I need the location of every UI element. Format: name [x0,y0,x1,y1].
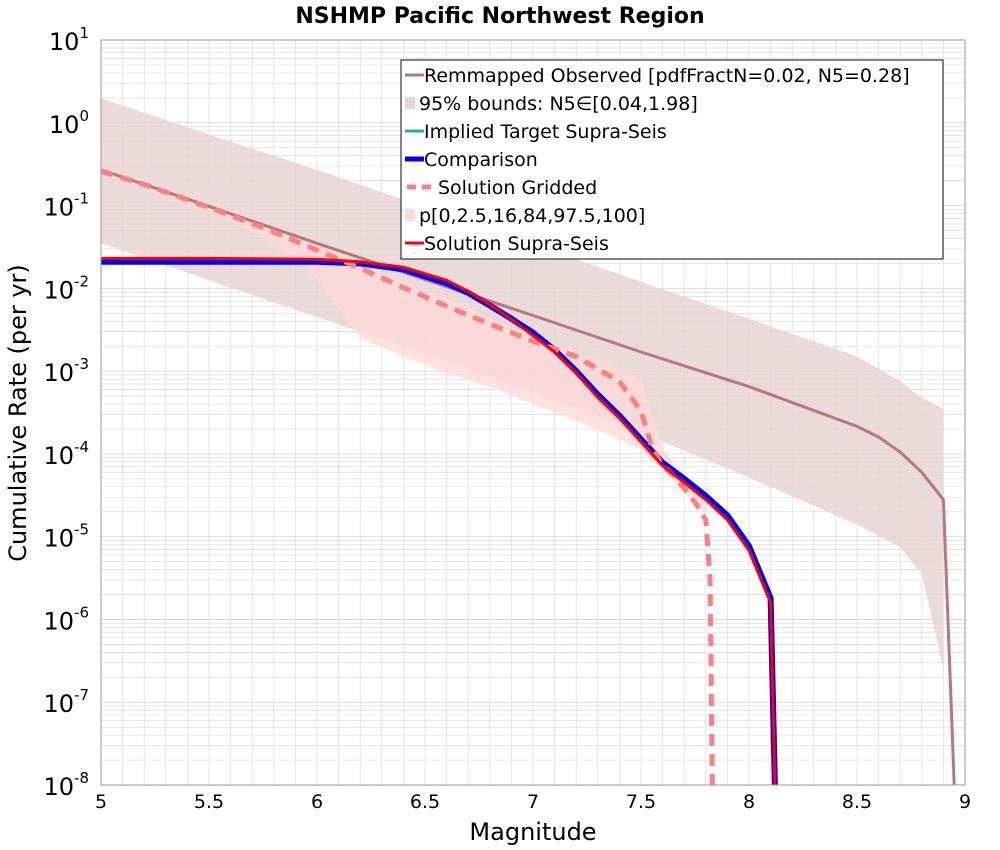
solution-supra-line [101,256,777,785]
x-axis-ticks: 5 5.5 6 6.5 7 7.5 8 8.5 9 [95,791,971,813]
x-axis-label: Magnitude [469,818,596,846]
observed-line [101,168,956,785]
legend-swatch [405,209,415,221]
x-tick-label: 8.5 [842,791,872,813]
legend-label: 95% bounds: N5∈[0.04,1.98] [419,93,698,115]
solution-gridded-line [101,168,715,785]
legend-label: p[0,2.5,16,84,97.5,100] [419,205,645,227]
chart-title: NSHMP Pacific Northwest Region [295,4,704,29]
x-tick-label: 7.5 [626,791,656,813]
y-axis-ticks: 10-8 10-7 10-6 10-5 10-4 10-3 10-2 10-1 100 101 [43,24,89,801]
y-tick-label: 10-5 [43,521,89,553]
y-tick-label: 100 [49,107,89,139]
x-tick-label: 6 [311,791,323,813]
x-tick-label: 5 [95,791,107,813]
y-tick-label: 10-6 [43,603,89,635]
y-tick-label: 10-4 [43,438,89,470]
legend: Remmapped Observed [pdfFractN=0.02, N5=0… [400,59,944,260]
y-tick-label: 101 [49,24,89,56]
x-tick-label: 6.5 [410,791,440,813]
x-tick-label: 5.5 [194,791,224,813]
x-tick-label: 9 [959,791,971,813]
series [101,168,956,785]
plot-frame [100,39,966,786]
x-tick-label: 8 [743,791,755,813]
y-tick-label: 10-8 [43,769,89,801]
y-tick-label: 10-2 [43,272,89,304]
percentile-band [101,168,706,516]
y-tick-label: 10-3 [43,355,89,387]
legend-label: Implied Target Supra-Seis [424,121,667,143]
x-tick-label: 7 [527,791,539,813]
y-tick-label: 10-1 [43,190,89,222]
legend-swatch [405,97,415,109]
legend-label: Remmapped Observed [pdfFractN=0.02, N5=0… [424,65,910,87]
legend-label: Solution Gridded [438,177,597,199]
legend-label: Solution Supra-Seis [424,233,609,255]
legend-label: Comparison [424,149,538,171]
legend-box [400,59,944,260]
y-tick-label: 10-7 [43,686,89,718]
y-axis-label: Cumulative Rate (per yr) [4,264,32,562]
